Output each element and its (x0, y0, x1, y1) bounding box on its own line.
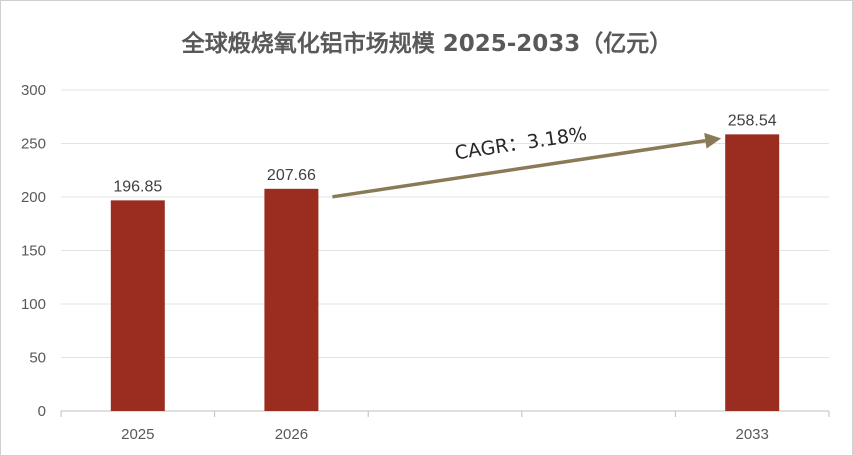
y-tick-label: 200 (21, 189, 46, 206)
bar (110, 200, 165, 411)
cagr-label: CAGR：3.18% (453, 123, 588, 165)
cagr-annotation: CAGR：3.18% (332, 123, 722, 199)
bar (725, 134, 780, 412)
x-tick-label: 2033 (736, 426, 769, 443)
data-labels: 196.85 207.66 258.54 (113, 112, 776, 195)
bar (264, 188, 319, 411)
y-tick-label: 50 (29, 350, 46, 367)
data-label: 196.85 (113, 178, 162, 195)
gridlines (61, 89, 829, 358)
y-tick-label: 0 (38, 403, 46, 420)
x-axis: 2025 2026 2033 (60, 410, 830, 443)
chart-title: 全球煅烧氧化铝市场规模 2025-2033（亿元） (181, 30, 673, 57)
cagr-arrow-shaft (332, 139, 706, 199)
cagr-arrow-head (704, 132, 722, 149)
x-tick-label: 2026 (275, 426, 308, 443)
y-tick-label: 300 (21, 82, 46, 99)
y-tick-label: 100 (21, 296, 46, 313)
y-tick-label: 250 (21, 136, 46, 153)
bars (110, 134, 780, 412)
y-tick-label: 150 (21, 243, 46, 260)
data-label: 258.54 (728, 112, 777, 129)
data-label: 207.66 (267, 167, 316, 184)
y-axis: 0 50 100 150 200 250 300 (21, 82, 46, 420)
x-tick-label: 2025 (121, 426, 154, 443)
